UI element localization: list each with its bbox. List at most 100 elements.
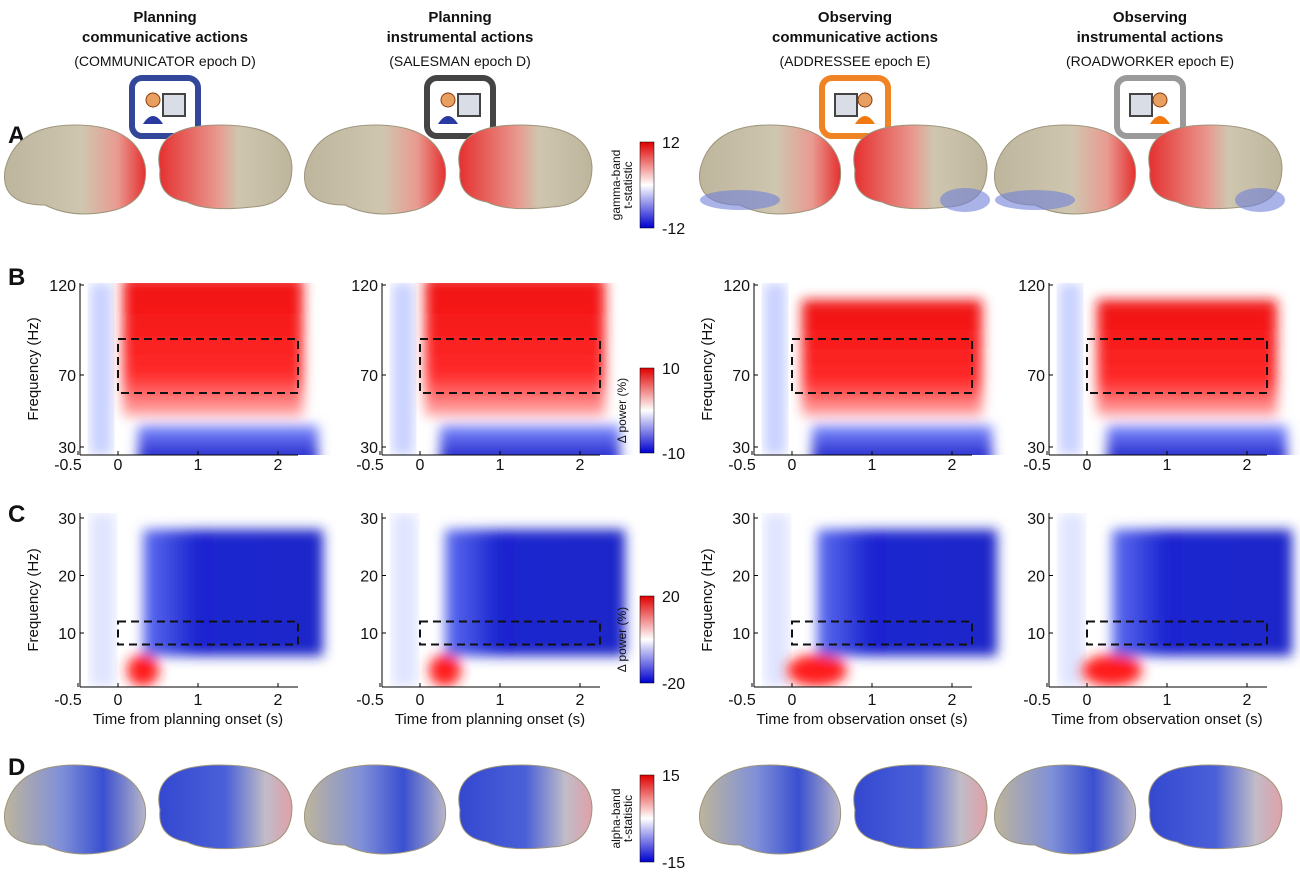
heatmap (754, 283, 992, 465)
x-axis-label: Time from planning onset (s) (93, 711, 283, 728)
column-subtitle: (ROADWORKER epoch E) (1066, 53, 1234, 69)
y-tick-label: 20 (360, 569, 378, 586)
column-heading: Observing (1113, 9, 1187, 26)
heatmap (1049, 283, 1287, 465)
heatmap-blue-band (1059, 513, 1084, 687)
heatmap-blue-band (764, 513, 789, 687)
icon-screen (1130, 94, 1152, 116)
x-tick-label: 0 (114, 692, 123, 709)
y-tick-label: 120 (49, 278, 76, 295)
brain (459, 125, 592, 209)
colorbar-min: -10 (662, 446, 685, 463)
y-tick-label: 120 (723, 278, 750, 295)
heatmap-blue-band (392, 513, 417, 687)
y-tick-label: 30 (1027, 440, 1045, 457)
icon-head (441, 93, 455, 107)
heatmap-red (127, 654, 159, 686)
column-heading: Planning (133, 9, 196, 26)
x-tick-label: 2 (1243, 457, 1252, 474)
y-axis-label: Frequency (Hz) (25, 548, 42, 651)
colorbar-max: 15 (662, 768, 680, 785)
y-tick-label: 70 (58, 368, 76, 385)
heatmap-blur (425, 278, 620, 465)
column-subtitle: (ADDRESSEE epoch E) (780, 53, 931, 69)
brain (5, 765, 146, 854)
heatmap (382, 513, 625, 687)
heatmap (754, 513, 997, 687)
icon-head (858, 93, 872, 107)
x-tick-label: 2 (1243, 692, 1252, 709)
heatmap-blur (123, 278, 318, 465)
x-tick-label: 1 (868, 457, 877, 474)
heatmap-blue (812, 425, 992, 465)
brain (159, 765, 292, 849)
column-subtitle: (COMMUNICATOR epoch D) (74, 53, 256, 69)
y-tick-label: 70 (360, 368, 378, 385)
heatmap-red (123, 278, 303, 416)
y-tick-label: 10 (1027, 626, 1045, 643)
panel-letter: B (8, 264, 25, 291)
brain (159, 125, 292, 209)
y-tick-label: 30 (732, 440, 750, 457)
heatmap-blue-band (90, 513, 115, 687)
y-tick-label: 30 (58, 440, 76, 457)
x-tick-label: -0.5 (1023, 457, 1051, 474)
heatmap-blue (445, 530, 625, 657)
colorbar-label: Δ power (%) (615, 378, 629, 443)
y-tick-label: 120 (1018, 278, 1045, 295)
x-tick-label: 0 (1083, 457, 1092, 474)
x-tick-label: 0 (114, 457, 123, 474)
y-tick-label: 120 (351, 278, 378, 295)
x-tick-label: 1 (1163, 692, 1172, 709)
heatmap-blue (143, 530, 323, 657)
heatmap-red (429, 654, 461, 686)
x-tick-label: 1 (496, 692, 505, 709)
x-tick-label: 1 (194, 692, 203, 709)
colorbar (640, 142, 654, 228)
x-tick-label: 1 (194, 457, 203, 474)
colorbar (640, 596, 654, 683)
y-tick-label: 20 (732, 569, 750, 586)
colorbar-label: t-statistic (621, 161, 635, 208)
column-heading: Planning (428, 9, 491, 26)
heatmap-red (1082, 654, 1142, 686)
y-axis-label: Frequency (Hz) (699, 548, 716, 651)
heatmap-red (787, 654, 847, 686)
heatmap-blue (1112, 530, 1292, 657)
brain-blue (940, 188, 990, 212)
panel-letter: C (8, 501, 25, 528)
heatmap-red (425, 278, 605, 416)
colorbar-max: 20 (662, 589, 680, 606)
y-tick-label: 30 (58, 511, 76, 528)
x-tick-label: -0.5 (356, 692, 384, 709)
icon-head (146, 93, 160, 107)
brain-blue (995, 190, 1075, 210)
y-tick-label: 30 (360, 511, 378, 528)
brain (305, 765, 446, 854)
heatmap-blue-band (1059, 283, 1081, 455)
colorbar (640, 368, 654, 453)
colorbar-label: t-statistic (621, 795, 635, 842)
figure: A B C D Planningcommunicative actions(CO… (0, 0, 1300, 872)
colorbar (640, 775, 654, 862)
colorbar-max: 12 (662, 135, 680, 152)
x-axis-label: Time from observation onset (s) (756, 711, 967, 728)
colorbar-min: -15 (662, 855, 685, 872)
y-tick-label: 70 (732, 368, 750, 385)
x-tick-label: 2 (274, 692, 283, 709)
x-axis-label: Time from observation onset (s) (1051, 711, 1262, 728)
icon-head (1153, 93, 1167, 107)
heatmap-blur (1097, 300, 1287, 465)
heatmap-blue (817, 530, 997, 657)
x-tick-label: 0 (1083, 692, 1092, 709)
y-tick-label: 20 (58, 569, 76, 586)
heatmap-red (1097, 300, 1277, 416)
heatmap-blue-band (90, 283, 112, 455)
x-tick-label: 0 (416, 457, 425, 474)
y-tick-label: 10 (58, 626, 76, 643)
column-heading: instrumental actions (1077, 29, 1224, 46)
x-tick-label: 2 (274, 457, 283, 474)
heatmap-blue (1107, 425, 1287, 465)
brain (854, 765, 987, 849)
y-axis-label: Frequency (Hz) (25, 317, 42, 420)
